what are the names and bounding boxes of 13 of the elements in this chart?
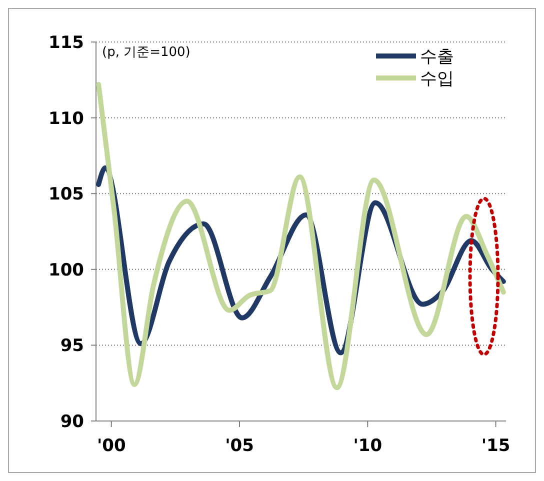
x-tick-label: '10 (353, 436, 382, 456)
x-tick-label: '00 (96, 436, 126, 456)
y-tick-label: 115 (48, 32, 84, 53)
y-tick-label: 100 (48, 260, 84, 280)
annotation: (p, 기준=100) (102, 45, 190, 60)
x-tick-label: '05 (225, 436, 254, 456)
y-tick-label: 110 (48, 108, 84, 129)
y-tick-label: 90 (60, 412, 84, 432)
y-tick-label: 105 (48, 184, 84, 205)
legend-label: 수입 (420, 68, 454, 89)
y-tick-label: 95 (60, 336, 84, 356)
legend-label: 수출 (420, 46, 454, 67)
x-tick-label: '15 (481, 436, 510, 456)
